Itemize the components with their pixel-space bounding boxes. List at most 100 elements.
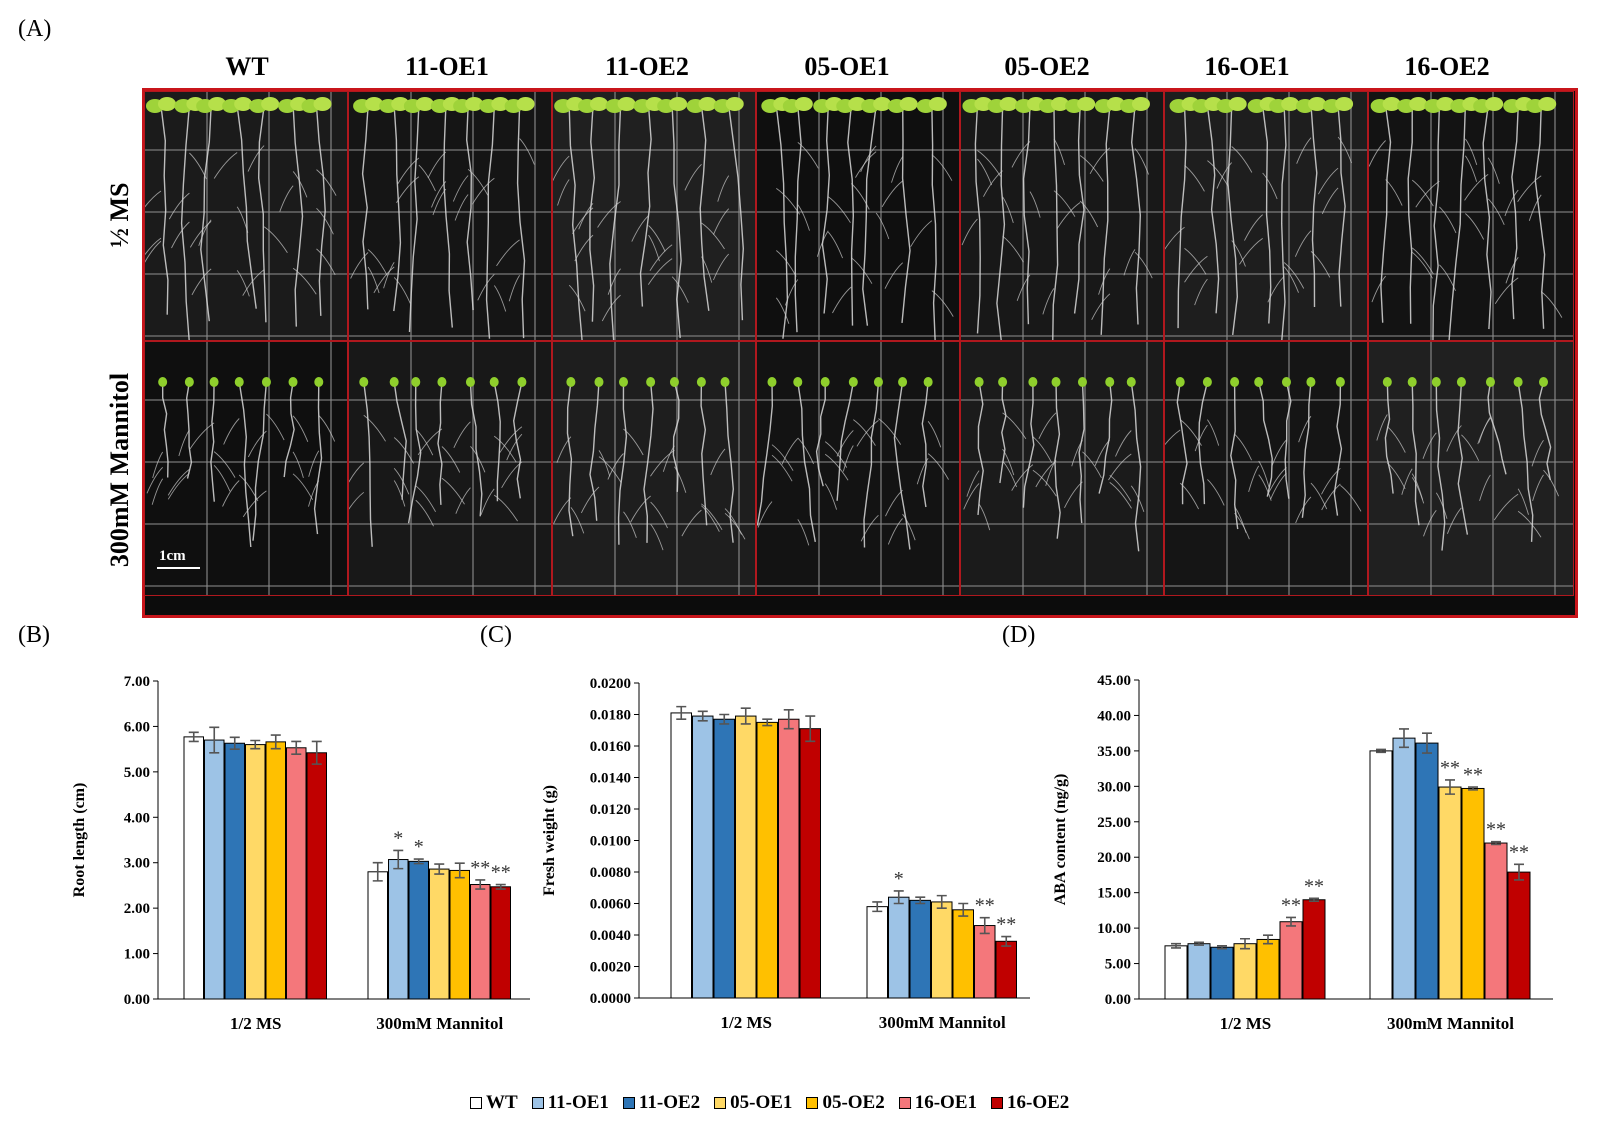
bar-05-OE2 [756,721,778,999]
photo-cell [552,341,756,596]
bar-05-OE2 [1461,787,1485,1000]
seedling-image [757,92,959,340]
bar-11-OE2 [909,899,931,999]
error-bar [872,901,883,913]
panel-label-d: (D) [1002,622,1036,648]
y-tick-label: 2.00 [124,901,150,917]
panel-label-c: (C) [480,622,512,648]
y-tick-label: 0.0120 [590,802,631,818]
bar-05-OE1 [735,715,757,999]
category-label: 1/2 MS [721,1013,772,1032]
photo-cell [348,341,552,596]
legend-label: 11-OE1 [547,1092,609,1113]
seedling-image [1369,92,1573,340]
bar-WT [670,712,692,999]
legend: WT 11-OE1 11-OE2 05-OE1 05-OE2 16-OE1 16-OE2 [470,1092,1069,1114]
bar-11-OE2 [1415,742,1439,1000]
error-bar [676,705,687,721]
y-tick-label: 0.0060 [590,897,631,913]
significance-mark: * [414,836,424,858]
bar-05-OE1 [245,744,266,1000]
y-tick-label: 0.00 [1105,992,1131,1008]
significance-mark: * [393,827,403,849]
seedling-image [349,92,551,340]
y-axis-label: Root length (cm) [71,783,88,898]
y-tick-label: 5.00 [124,765,150,781]
y-tick-label: 3.00 [124,856,150,872]
photo-cell [756,91,960,341]
bar-11-OE1 [1392,737,1416,1000]
legend-swatch [531,1097,544,1109]
bar-11-OE2 [713,718,735,999]
y-tick-label: 0.0080 [590,865,631,881]
seedling-photo-grid: 1cm [142,88,1578,618]
seedling-image [1165,342,1367,595]
error-bar [1001,935,1012,947]
error-bar [454,862,465,879]
error-bar [1491,840,1501,846]
legend-item: WT [470,1092,518,1114]
bar-16-OE2 [799,728,821,999]
significance-mark: ** [996,914,1016,936]
error-bar [311,740,322,765]
y-tick-label: 0.0140 [590,771,631,787]
significance-mark: ** [470,857,490,879]
legend-item: 16-OE2 [991,1092,1069,1114]
aba-content-chart: 0.00 5.00 10.00 15.00 20.00 25.00 30.00 35.00 40… [1052,673,1553,1033]
legend-swatch [991,1097,1003,1109]
seedling-image [553,342,755,595]
photo-cell: 1cm [144,341,348,596]
error-bar [1422,732,1432,754]
significance-mark: * [894,868,904,890]
bar-WT [1369,750,1393,1000]
seedling-image [553,92,755,340]
error-bar [270,734,281,750]
column-header-wt: WT [225,52,269,81]
y-tick-label: 0.0180 [590,708,631,724]
significance-mark: ** [491,862,511,884]
bar-16-OE2 [306,752,327,1000]
significance-mark: ** [1463,764,1483,786]
error-bar [475,879,486,890]
y-tick-label: 0.0160 [590,739,631,755]
bar-16-OE2 [490,886,511,1000]
y-tick-label: 0.0100 [590,834,631,850]
legend-label: 16-OE1 [914,1092,977,1113]
y-tick-label: 30.00 [1097,779,1131,795]
error-bar [1263,934,1273,945]
bar-05-OE1 [1438,786,1462,1000]
photo-cell [552,91,756,341]
bar-11-OE2 [1210,946,1234,1000]
legend-label: 11-OE2 [638,1092,701,1113]
fresh-weight-chart: 0.0000 0.0020 0.0040 0.0060 0.0080 0.0100 0.01… [541,676,1030,1032]
y-tick-label: 5.00 [1105,957,1131,973]
seedling-image [1165,92,1367,340]
error-bar [1468,786,1478,791]
bar-WT [367,871,388,1000]
photo-cell [348,91,552,341]
bar-11-OE1 [888,896,910,999]
legend-item: 11-OE2 [622,1092,701,1114]
error-bar [434,863,445,875]
significance-mark: ** [1509,841,1529,863]
bar-16-OE2 [1302,899,1326,1000]
y-tick-label: 0.0020 [590,960,631,976]
error-bar [719,713,730,725]
bar-05-OE1 [429,868,450,1000]
error-bar [740,707,751,725]
y-tick-label: 0.0000 [590,991,631,1007]
row-header-half-ms: ½ MS [105,182,134,248]
bar-WT [1164,945,1188,1000]
error-bar [188,731,199,743]
legend-item: 05-OE2 [806,1092,885,1114]
y-tick-label: 1.00 [124,947,150,963]
significance-mark: ** [1304,875,1324,897]
y-tick-label: 15.00 [1097,886,1131,902]
legend-swatch [898,1097,911,1109]
column-header-05-oe2: 05-OE2 [1004,52,1090,81]
bar-05-OE2 [265,741,286,1000]
bar-11-OE1 [692,715,714,999]
panel-label-b: (B) [18,622,50,648]
column-header-05-oe1: 05-OE1 [804,52,890,81]
error-bar [893,890,904,905]
